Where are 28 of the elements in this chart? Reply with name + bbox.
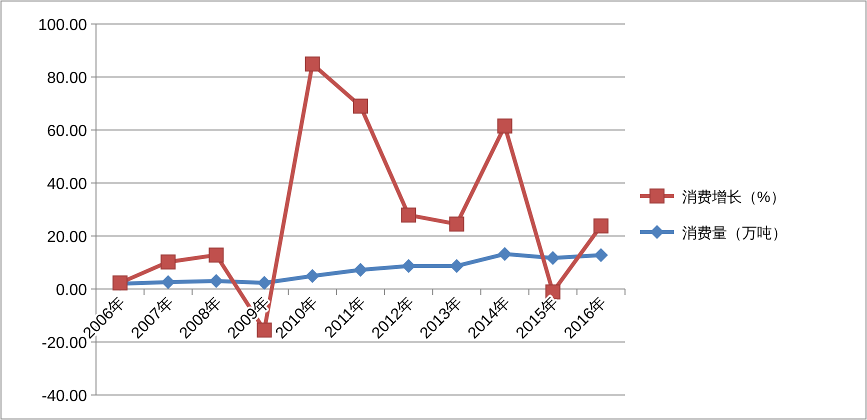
point [401, 208, 416, 223]
point [546, 250, 560, 265]
point [161, 275, 176, 290]
point [256, 322, 272, 338]
point [450, 258, 464, 273]
legend-label: 消费量（万吨） [682, 225, 787, 242]
point [498, 247, 512, 262]
point [497, 118, 512, 134]
y-tick-label: 20.00 [46, 229, 88, 246]
y-tick-label: 40.00 [46, 176, 88, 193]
y-tick-label: -20.00 [42, 335, 88, 352]
point [208, 248, 224, 263]
legend-label: 消费增长（%） [682, 189, 786, 206]
point [257, 276, 272, 290]
y-tick-label: -40.00 [42, 388, 88, 405]
y-tick-label: 60.00 [46, 123, 88, 140]
point [449, 216, 464, 232]
point [160, 254, 176, 270]
point [304, 56, 320, 72]
y-tick-label: 100.00 [38, 17, 88, 34]
point [594, 248, 608, 262]
point [593, 218, 608, 234]
y-tick-label: 0.00 [56, 282, 88, 299]
point [354, 262, 368, 277]
point [353, 98, 368, 114]
point [305, 269, 320, 284]
point [209, 274, 224, 288]
y-tick-label: 80.00 [46, 70, 88, 87]
